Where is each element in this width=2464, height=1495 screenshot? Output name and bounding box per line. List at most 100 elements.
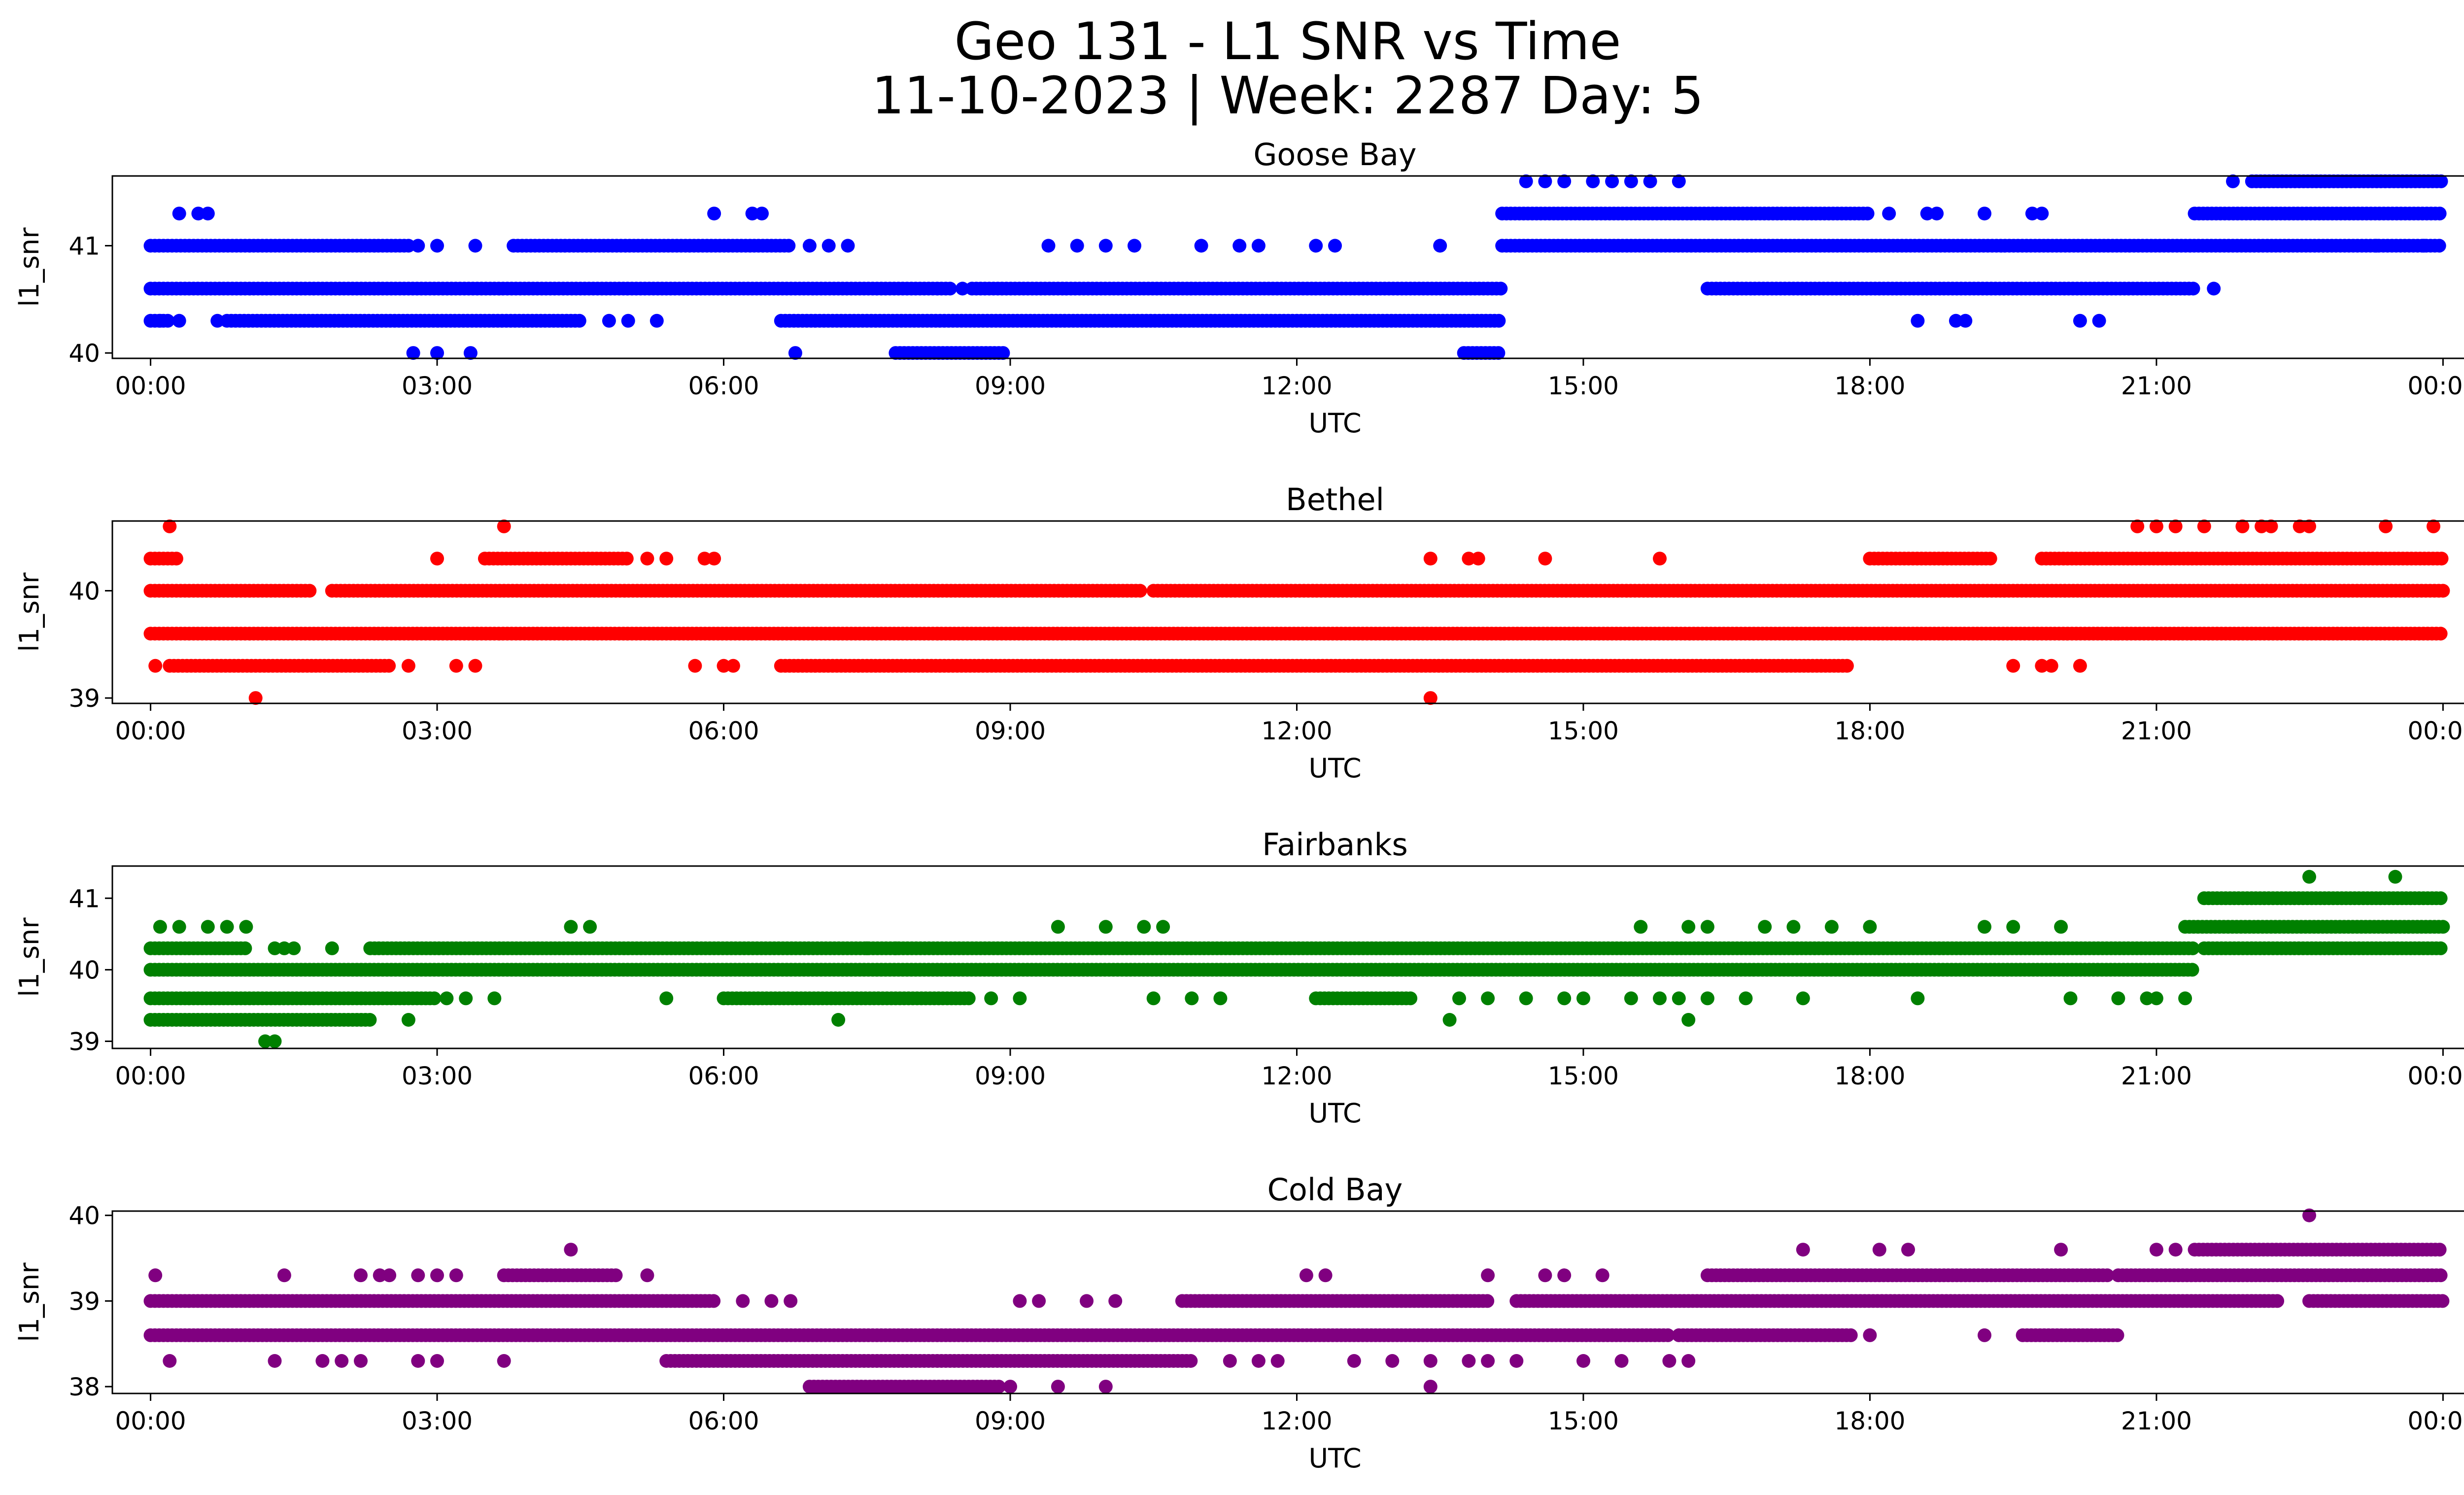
panel-title: Goose Bay [1253, 137, 1416, 173]
data-point [802, 239, 817, 253]
data-point [1494, 281, 1508, 296]
data-point [2025, 207, 2039, 221]
data-point [961, 991, 976, 1006]
data-point [2063, 991, 2078, 1006]
data-point [1519, 174, 1533, 188]
data-point [1519, 991, 1533, 1006]
data-point [2185, 963, 2199, 977]
data-point [1433, 239, 1447, 253]
data-point [860, 941, 874, 955]
data-point [1146, 991, 1161, 1006]
data-point [821, 239, 836, 253]
data-point [621, 313, 635, 328]
data-point [411, 239, 425, 253]
data-point [619, 552, 634, 566]
data-point [239, 920, 253, 934]
x-axis-label: UTC [1308, 408, 1361, 439]
data-point [1051, 920, 1065, 934]
x-tick-label: 00:00 [2407, 717, 2464, 745]
data-point [1232, 239, 1247, 253]
data-point [943, 281, 957, 296]
data-point [277, 941, 291, 955]
data-point [1978, 207, 1991, 221]
y-tick-label: 39 [68, 1027, 100, 1056]
data-point [1137, 920, 1151, 934]
x-tick-label: 00:00 [2407, 372, 2464, 400]
data-point [1911, 991, 1925, 1006]
scatter-markers [143, 1208, 2450, 1394]
y-tick-label: 40 [68, 956, 100, 984]
x-tick-label: 06:00 [688, 1062, 759, 1090]
x-tick-label: 15:00 [1548, 1062, 1619, 1090]
data-point [2388, 869, 2402, 884]
data-point [841, 239, 855, 253]
data-point [268, 941, 282, 955]
y-tick-label: 40 [68, 339, 100, 368]
y-tick-label: 41 [68, 884, 100, 913]
data-point [1653, 991, 1667, 1006]
data-point [287, 941, 301, 955]
data-point [1309, 239, 1323, 253]
data-point [2417, 239, 2431, 253]
data-point [1643, 174, 1657, 188]
x-tick-label: 00:00 [2407, 1062, 2464, 1090]
panel-title: Cold Bay [1267, 1172, 1403, 1208]
data-point [992, 1380, 1006, 1394]
data-point [363, 1013, 377, 1027]
data-point [2006, 659, 2020, 673]
data-point [1156, 920, 1170, 934]
data-point [1185, 991, 1199, 1006]
data-point [1251, 239, 1266, 253]
data-point [430, 239, 444, 253]
scatter-markers [143, 519, 2450, 705]
data-point [459, 991, 473, 1006]
data-point [2436, 584, 2450, 598]
scatter-markers [143, 174, 2448, 360]
data-point [303, 584, 317, 598]
data-point [2044, 659, 2058, 673]
data-point [1481, 991, 1495, 1006]
x-tick-label: 21:00 [2121, 717, 2192, 745]
data-point [1128, 239, 1141, 253]
data-point [2264, 519, 2278, 533]
x-tick-label: 03:00 [402, 717, 473, 745]
data-point [2149, 991, 2163, 1006]
data-point [1958, 313, 1973, 328]
data-point [258, 1034, 273, 1048]
data-point [1882, 207, 1896, 221]
data-point [169, 552, 183, 566]
data-point [172, 313, 186, 328]
y-tick-label: 39 [68, 684, 100, 713]
data-point [707, 207, 721, 221]
panel-title: Bethel [1286, 482, 1384, 518]
data-point [1739, 991, 1753, 1006]
data-point [1653, 552, 1667, 566]
data-point [220, 920, 234, 934]
data-point [238, 941, 252, 955]
data-point [2035, 207, 2049, 221]
data-point [1681, 920, 1696, 934]
data-point [1786, 920, 1801, 934]
data-point [984, 991, 998, 1006]
data-point [2140, 991, 2154, 1006]
data-point [153, 313, 167, 328]
x-tick-label: 18:00 [1834, 372, 1905, 400]
x-tick-label: 00:00 [115, 372, 186, 400]
data-point [1672, 174, 1686, 188]
data-point [1681, 1013, 1696, 1027]
data-point [650, 313, 664, 328]
data-point [497, 519, 511, 533]
data-point [2302, 869, 2316, 884]
data-point [1700, 991, 1714, 1006]
x-tick-label: 12:00 [1261, 1062, 1332, 1090]
data-point [430, 346, 444, 360]
data-point [1133, 584, 1147, 598]
data-point [564, 920, 578, 934]
data-point [401, 659, 415, 673]
data-point [1013, 991, 1027, 1006]
data-point [2434, 552, 2449, 566]
data-point [1213, 991, 1228, 1006]
data-point [717, 659, 731, 673]
